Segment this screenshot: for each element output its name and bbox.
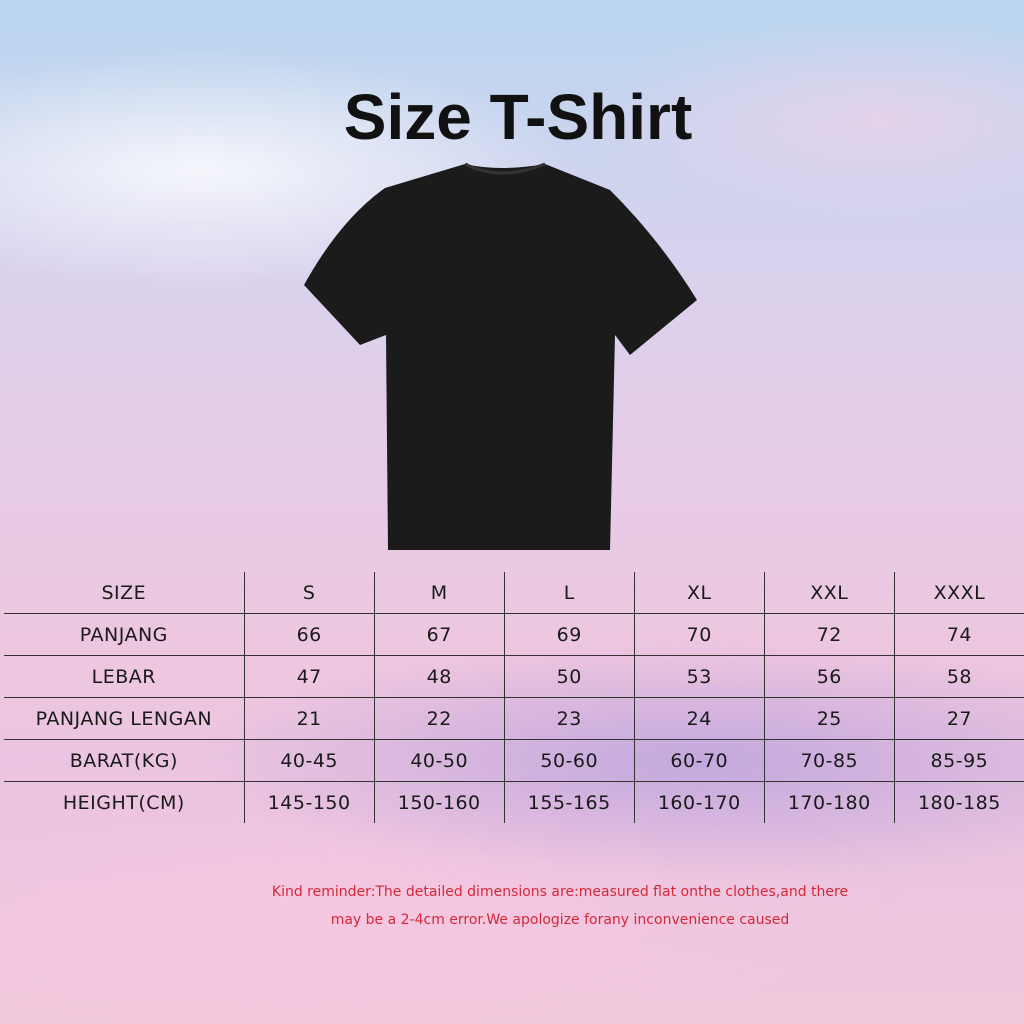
table-cell: 24 <box>633 697 765 740</box>
t-shirt-image <box>304 162 697 550</box>
table-cell: 180-185 <box>893 781 1024 823</box>
row-label: HEIGHT(CM) <box>62 791 185 814</box>
table-cell: S <box>243 572 375 614</box>
table-cell: 58 <box>893 655 1024 698</box>
table-cell: 40-45 <box>243 739 375 782</box>
page-title: Size T-Shirt <box>343 81 693 153</box>
table-cell: 74 <box>893 613 1024 656</box>
table-cell: 160-170 <box>633 781 765 823</box>
table-cell: 53 <box>633 655 765 698</box>
table-cell: XXL <box>763 572 895 614</box>
table-cell: 27 <box>893 697 1024 740</box>
row-label: SIZE <box>4 572 245 614</box>
table-row: PANJANG 66 67 69 70 72 74 <box>4 613 1024 656</box>
table-cell: 85-95 <box>893 739 1024 782</box>
table-cell: 40-50 <box>373 739 505 782</box>
table-row: HEIGHT(CM) 145-150 150-160 155-165 160-170 17… <box>4 781 1024 823</box>
table-cell: 170-180 <box>763 781 895 823</box>
reminder-line-1: Kind reminder:The detailed dimensions ar… <box>271 884 849 900</box>
table-cell: 25 <box>763 697 895 740</box>
table-cell: 56 <box>763 655 895 698</box>
table-cell: 50 <box>503 655 635 698</box>
row-label: PANJANG <box>4 613 245 656</box>
table-row: BARAT(KG) 40-45 40-50 50-60 60-70 70-85 85-95 <box>4 739 1024 782</box>
row-label: LEBAR <box>4 655 245 698</box>
row-label: BARAT(KG) <box>4 739 245 782</box>
reminder-line-2: may be a 2-4cm error.We apologize forany… <box>330 912 790 928</box>
table-cell: 70 <box>633 613 765 656</box>
row-label: PANJANG LENGAN <box>4 697 245 740</box>
table-cell: XL <box>633 572 765 614</box>
table-row: LEBAR 47 48 50 53 56 58 <box>4 655 1024 698</box>
table-cell: M <box>373 572 505 614</box>
size-table: SIZE S M L XL XXL XXXL PANJANG 66 67 69 70 72 74 LEBAR… <box>4 572 1024 823</box>
table-row: PANJANG LENGAN 21 22 23 24 25 27 <box>4 697 1024 740</box>
table-cell: 47 <box>243 655 375 698</box>
table-cell: 23 <box>503 697 635 740</box>
table-cell: 155-165 <box>503 781 635 823</box>
table-cell: 150-160 <box>373 781 505 823</box>
table-cell: 60-70 <box>633 739 765 782</box>
table-cell: 48 <box>373 655 505 698</box>
table-cell: 21 <box>243 697 375 740</box>
table-cell: 67 <box>373 613 505 656</box>
table-header-row: SIZE S M L XL XXL XXXL <box>4 572 1024 614</box>
table-cell: 72 <box>763 613 895 656</box>
table-cell: 145-150 <box>243 781 375 823</box>
table-cell: 50-60 <box>503 739 635 782</box>
table-cell: XXXL <box>893 572 1024 614</box>
table-cell: L <box>503 572 635 614</box>
table-cell: 70-85 <box>763 739 895 782</box>
table-cell: 69 <box>503 613 635 656</box>
table-cell: 66 <box>243 613 375 656</box>
table-cell: 22 <box>373 697 505 740</box>
